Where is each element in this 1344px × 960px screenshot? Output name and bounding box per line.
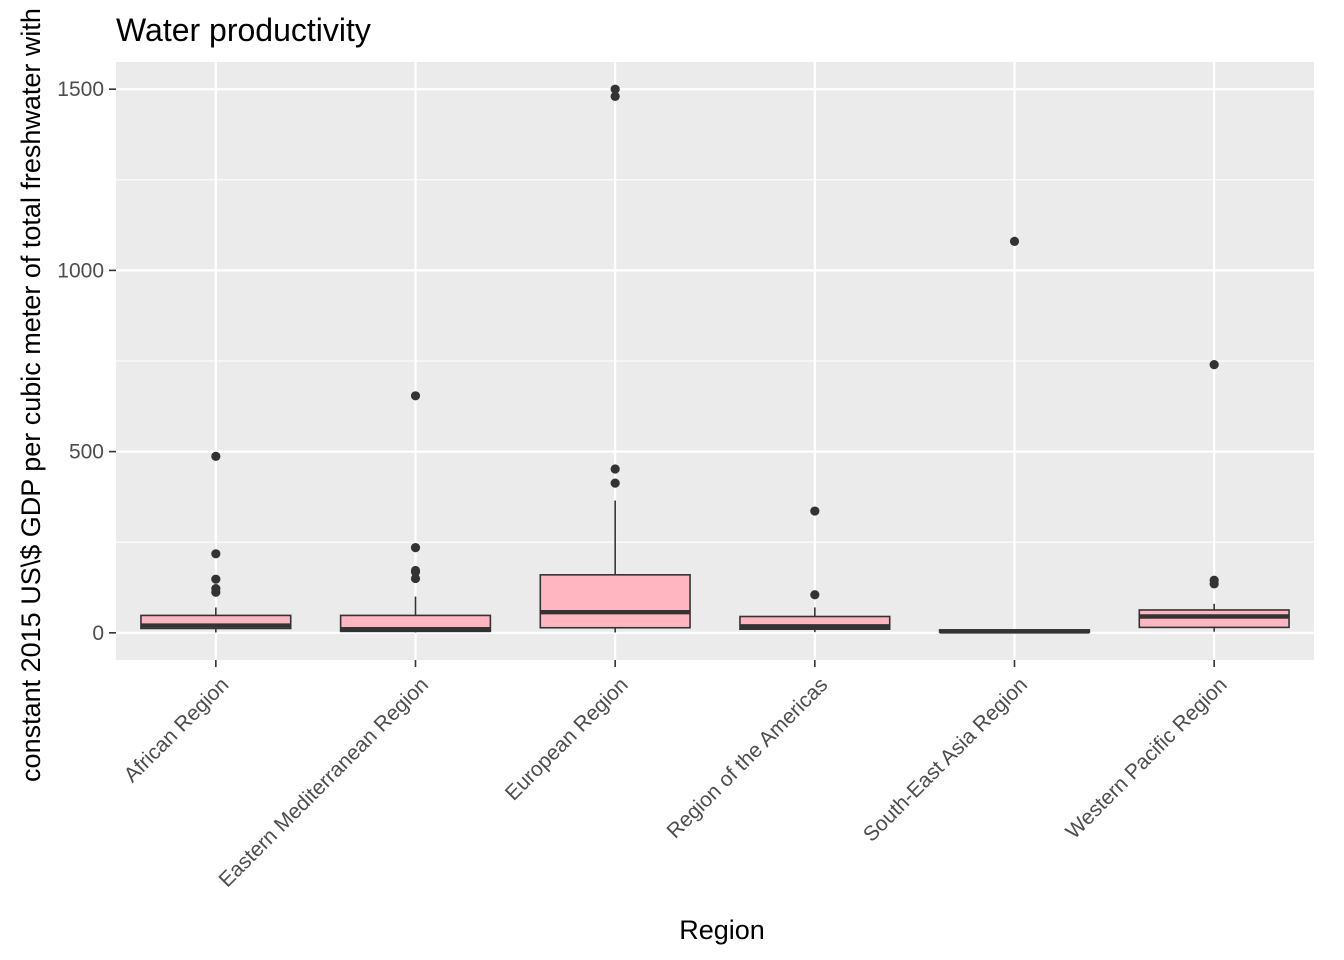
boxes [140, 84, 1290, 634]
outlier-point [810, 506, 820, 516]
outlier-point [410, 573, 421, 584]
x-axis-title: Region [679, 915, 765, 945]
box-group [1138, 360, 1290, 632]
outlier-point [610, 464, 620, 474]
box-group [140, 451, 292, 633]
y-tick-label: 1000 [57, 259, 104, 282]
outlier-point [1209, 579, 1219, 589]
box-group [938, 236, 1091, 634]
x-tick-label: African Region [120, 673, 234, 787]
box-group [739, 506, 891, 633]
outlier-point [610, 84, 620, 94]
outlier-point [1209, 360, 1219, 370]
y-axis-title: constant 2015 US\$ GDP per cubic meter o… [16, 8, 46, 782]
chart-title: Water productivity [116, 12, 371, 48]
outlier-point [410, 543, 421, 553]
x-tick-label: Region of the Americas [663, 673, 833, 843]
outlier-point [211, 574, 221, 584]
y-tick-label: 0 [92, 622, 104, 645]
outlier-point [211, 549, 221, 559]
outlier-point [410, 391, 421, 401]
x-tick-label: European Region [501, 673, 633, 805]
x-tick-label: Western Pacific Region [1061, 673, 1231, 843]
outlier-point [211, 451, 221, 461]
box-group [339, 391, 492, 633]
outlier-point [1009, 236, 1020, 246]
outlier-point [610, 91, 620, 102]
x-tick-label: South-East Asia Region [859, 673, 1032, 846]
box-group [539, 84, 691, 633]
y-tick-label: 1500 [57, 78, 104, 101]
outlier-point [610, 478, 620, 488]
outlier-point [211, 587, 221, 597]
outlier-point [410, 567, 421, 577]
x-tick-label: Eastern Mediterranean Region [215, 673, 434, 892]
y-tick-label: 500 [69, 441, 104, 464]
outlier-point [810, 590, 820, 600]
box-iqr [539, 574, 691, 629]
y-axis: 0 500 1000 1500 [57, 78, 116, 645]
